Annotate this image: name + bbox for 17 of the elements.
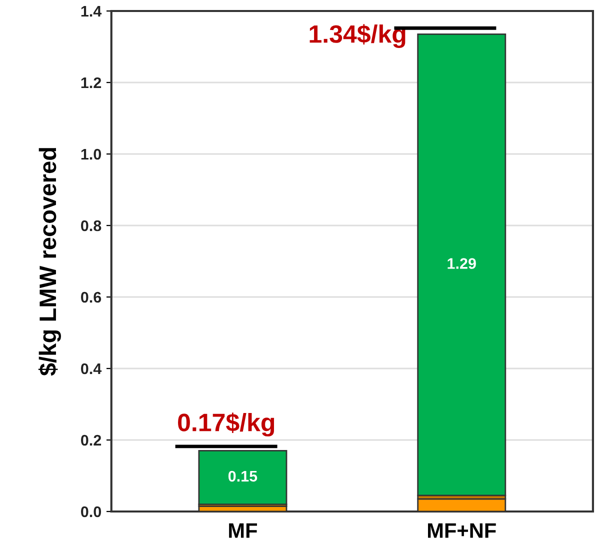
y-tick-label: 0.0 bbox=[81, 506, 102, 518]
annotation: 0.17$/kg bbox=[178, 412, 274, 436]
data-label: 0.15 bbox=[228, 470, 258, 482]
y-tick-label: 0.4 bbox=[81, 363, 102, 374]
x-tick-label: MF+NF bbox=[428, 523, 496, 538]
y-tick-label: 1.0 bbox=[81, 148, 102, 160]
x-tick-label: MF bbox=[229, 523, 257, 538]
annotation: 1.34$/kg bbox=[310, 24, 406, 48]
y-tick-label: 0.2 bbox=[81, 434, 102, 446]
y-tick-label: 1.2 bbox=[81, 77, 102, 88]
bar bbox=[198, 450, 288, 506]
bar bbox=[417, 34, 506, 496]
data-label: 1.29 bbox=[448, 258, 476, 269]
y-axis-title: $/kg LMW recovered bbox=[38, 148, 61, 376]
y-tick-label: 0.6 bbox=[81, 292, 102, 303]
y-tick-label: 1.4 bbox=[81, 6, 102, 17]
y-tick-label: 0.8 bbox=[81, 220, 102, 232]
